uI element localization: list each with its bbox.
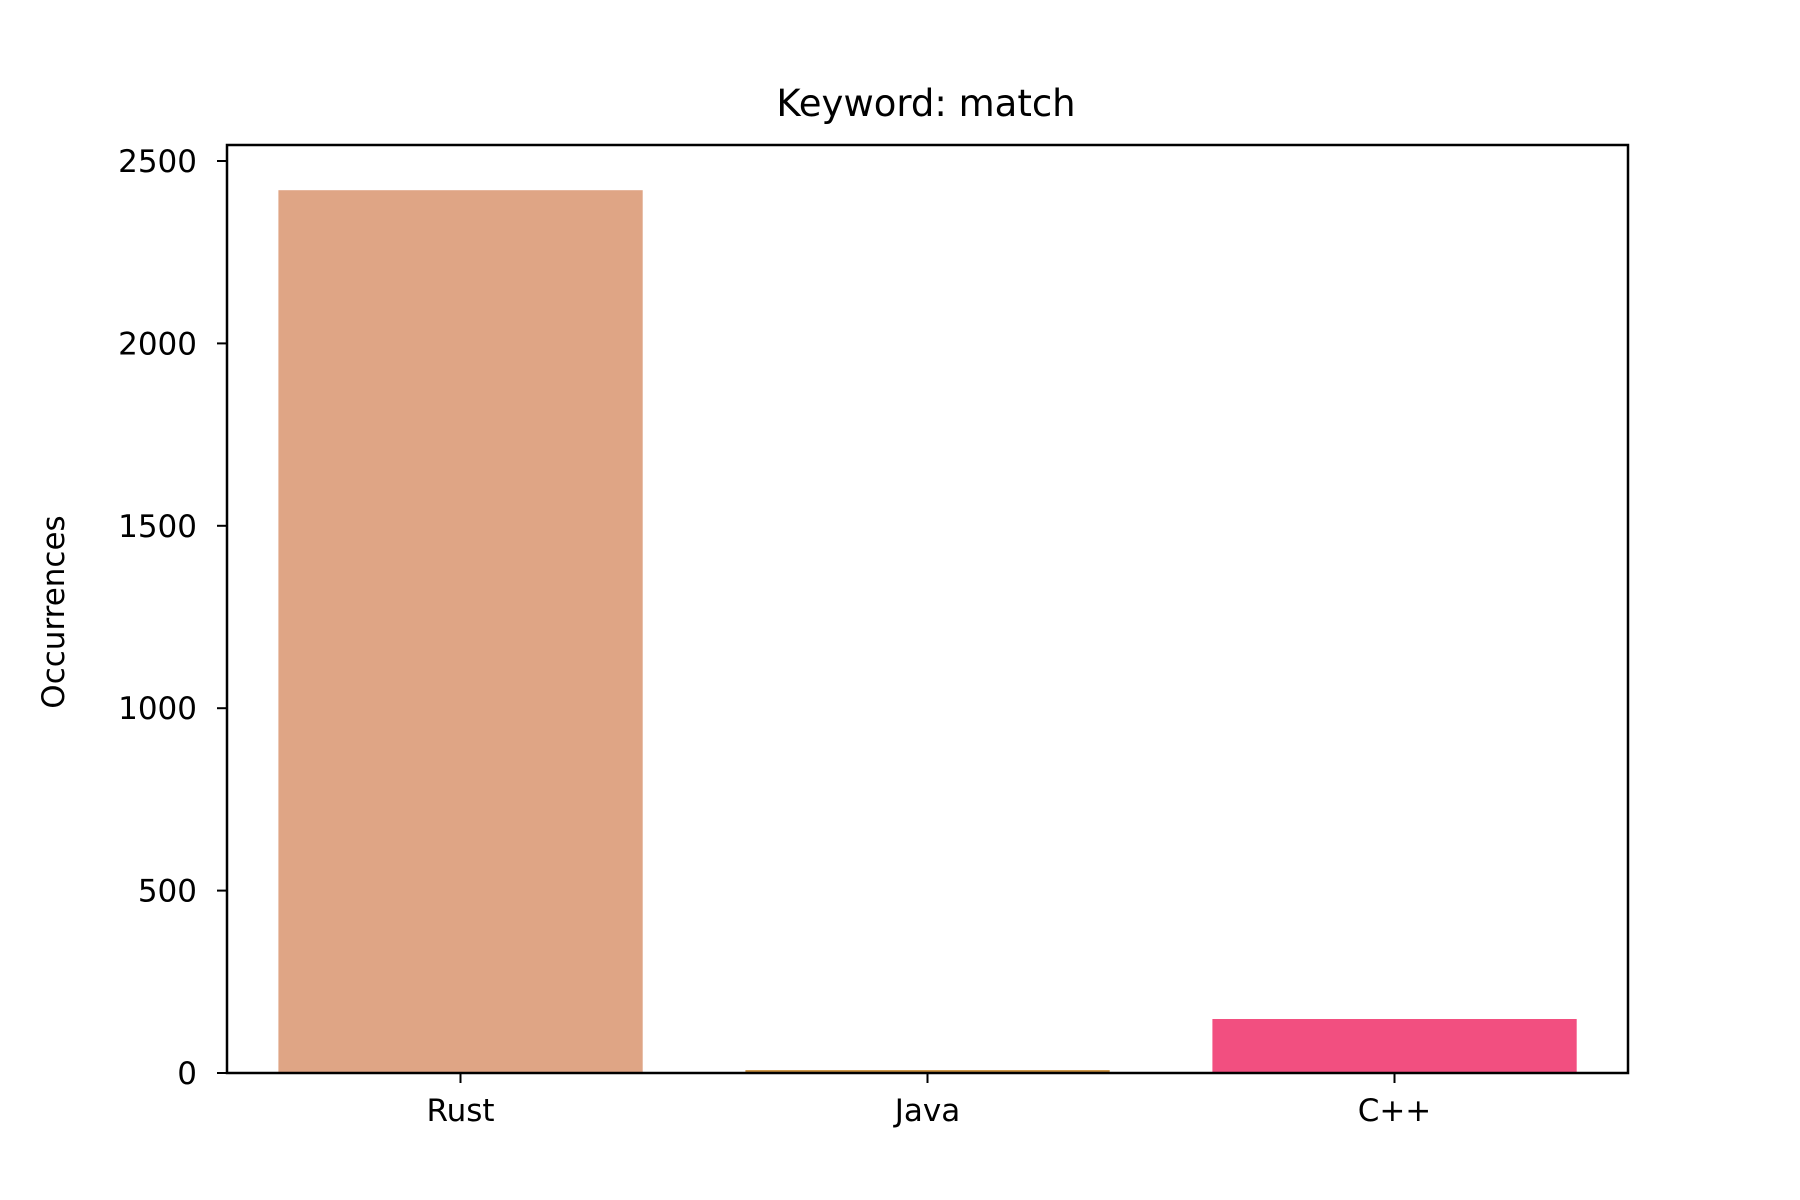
y-axis-ticks: 0 500 1000 1500 2000 2500 xyxy=(118,144,227,1092)
y-axis-label: Occurrences xyxy=(36,515,72,708)
x-tick-label: C++ xyxy=(1358,1093,1432,1129)
x-tick-label: Rust xyxy=(426,1093,494,1129)
x-tick-label: Java xyxy=(893,1093,960,1129)
x-axis-ticks: Rust Java C++ xyxy=(426,1073,1431,1129)
chart-title: Keyword: match xyxy=(776,82,1075,125)
bar-cplus xyxy=(1212,1019,1577,1073)
plot-area-frame xyxy=(225,143,1630,1075)
y-tick-label: 2000 xyxy=(118,326,197,362)
bars-group xyxy=(278,190,1577,1073)
bar-rust xyxy=(278,190,643,1073)
y-tick-label: 500 xyxy=(138,874,197,910)
y-tick-label: 1500 xyxy=(118,509,197,545)
y-tick-label: 2500 xyxy=(118,144,197,180)
y-tick-label: 0 xyxy=(177,1056,197,1092)
bar-java xyxy=(745,1070,1110,1073)
y-tick-label: 1000 xyxy=(118,691,197,727)
